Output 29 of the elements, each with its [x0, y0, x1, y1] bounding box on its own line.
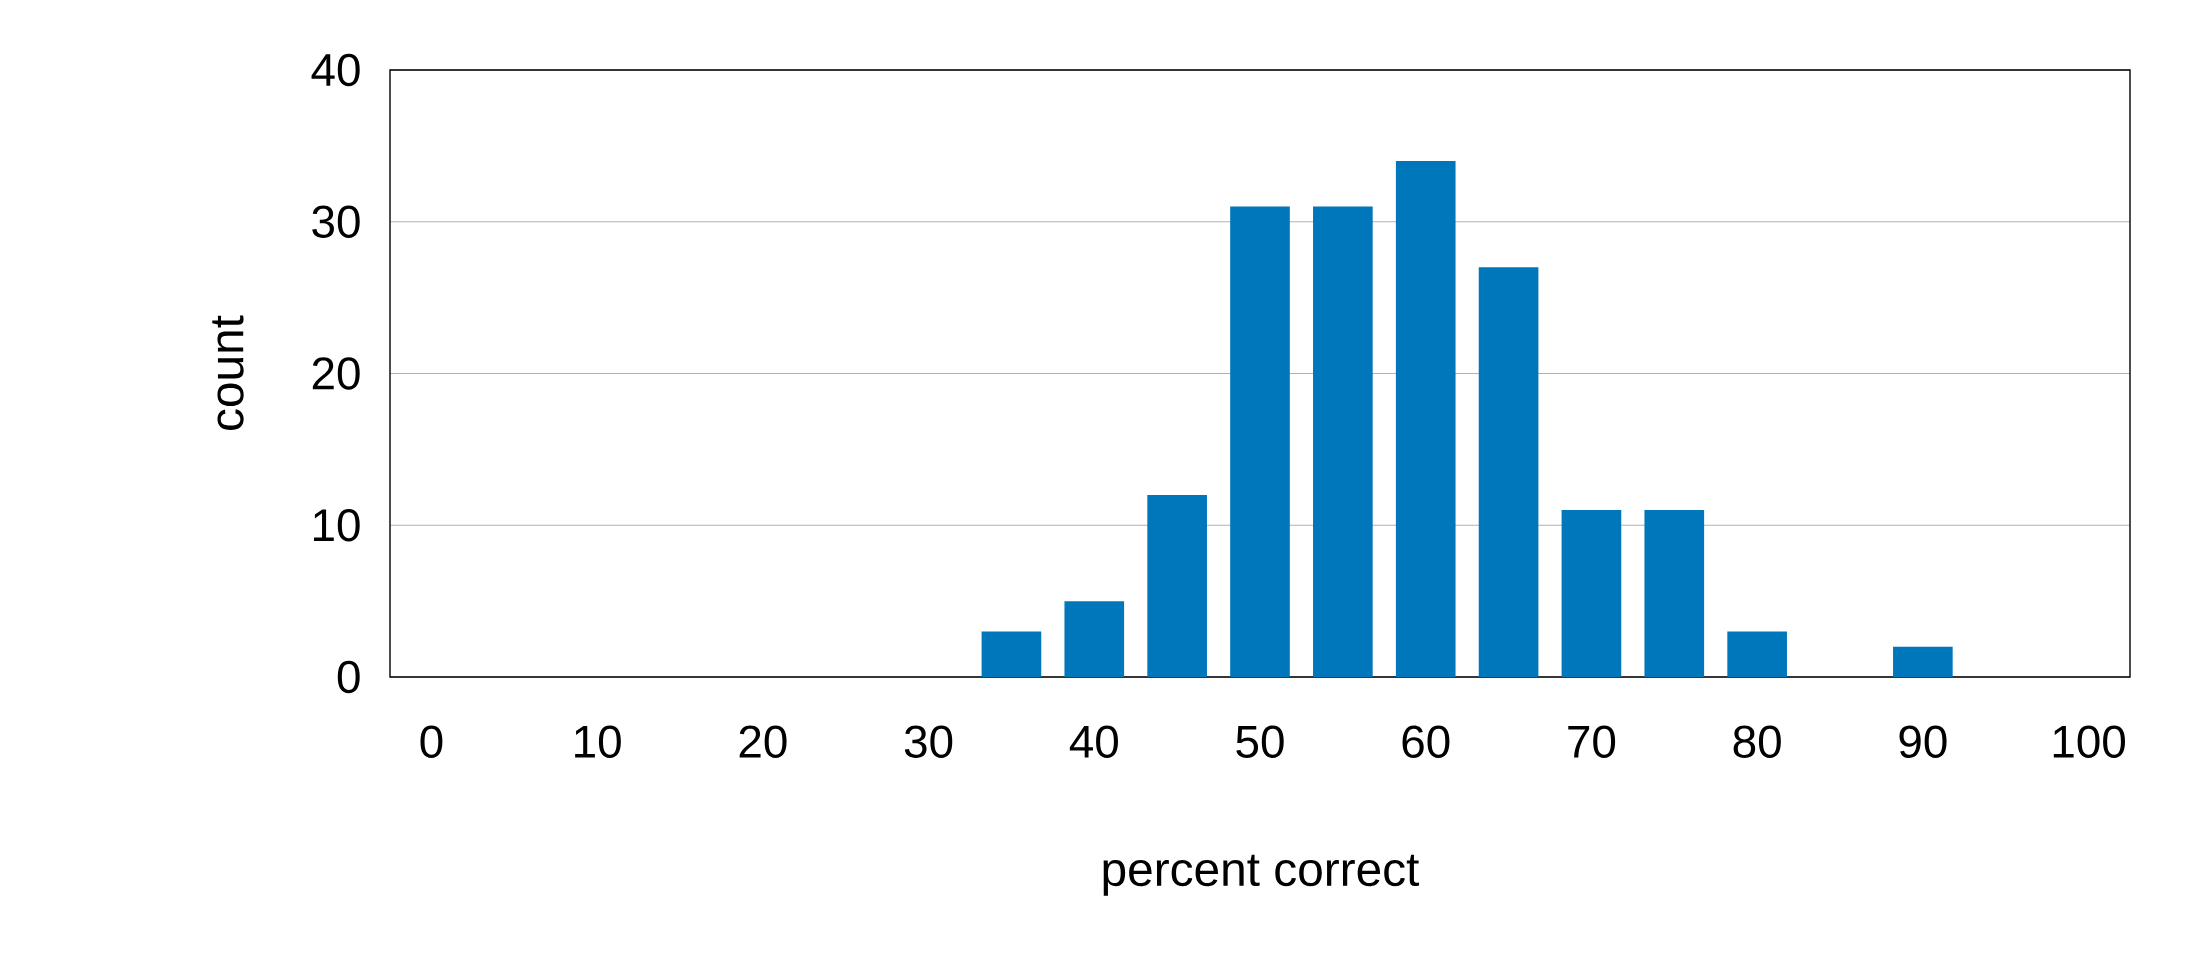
bar	[1064, 601, 1125, 677]
bar	[1230, 206, 1290, 677]
x-tick-label: 30	[904, 725, 953, 758]
x-tick-label: 50	[1236, 725, 1284, 758]
x-axis-title: percent correct	[1103, 854, 1420, 896]
bar	[1395, 161, 1456, 677]
y-tick-label: 0	[337, 660, 360, 694]
x-tick-label: 10	[575, 725, 621, 758]
bar	[981, 631, 1042, 677]
bar	[1644, 510, 1705, 677]
x-tick-label: 60	[1402, 725, 1450, 758]
y-axis-title: count	[212, 315, 244, 430]
bar	[1147, 494, 1207, 677]
x-tick-label: 80	[1733, 725, 1781, 758]
y-tick-label: 20	[312, 357, 360, 390]
bar	[1478, 267, 1539, 677]
bar	[1893, 646, 1953, 677]
x-tick-label: 0	[420, 725, 443, 758]
bar	[1313, 206, 1373, 677]
bar	[1561, 510, 1622, 677]
y-tick-label: 10	[313, 509, 360, 542]
x-tick-label: 90	[1899, 725, 1947, 758]
x-tick-label: 20	[739, 725, 787, 758]
x-tick-label: 70	[1568, 725, 1616, 758]
y-tick-label: 30	[312, 205, 360, 238]
x-tick-label: 40	[1069, 725, 1118, 758]
y-tick-label: 40	[311, 53, 360, 87]
x-tick-label: 100	[2053, 725, 2125, 758]
bar	[1727, 631, 1787, 677]
